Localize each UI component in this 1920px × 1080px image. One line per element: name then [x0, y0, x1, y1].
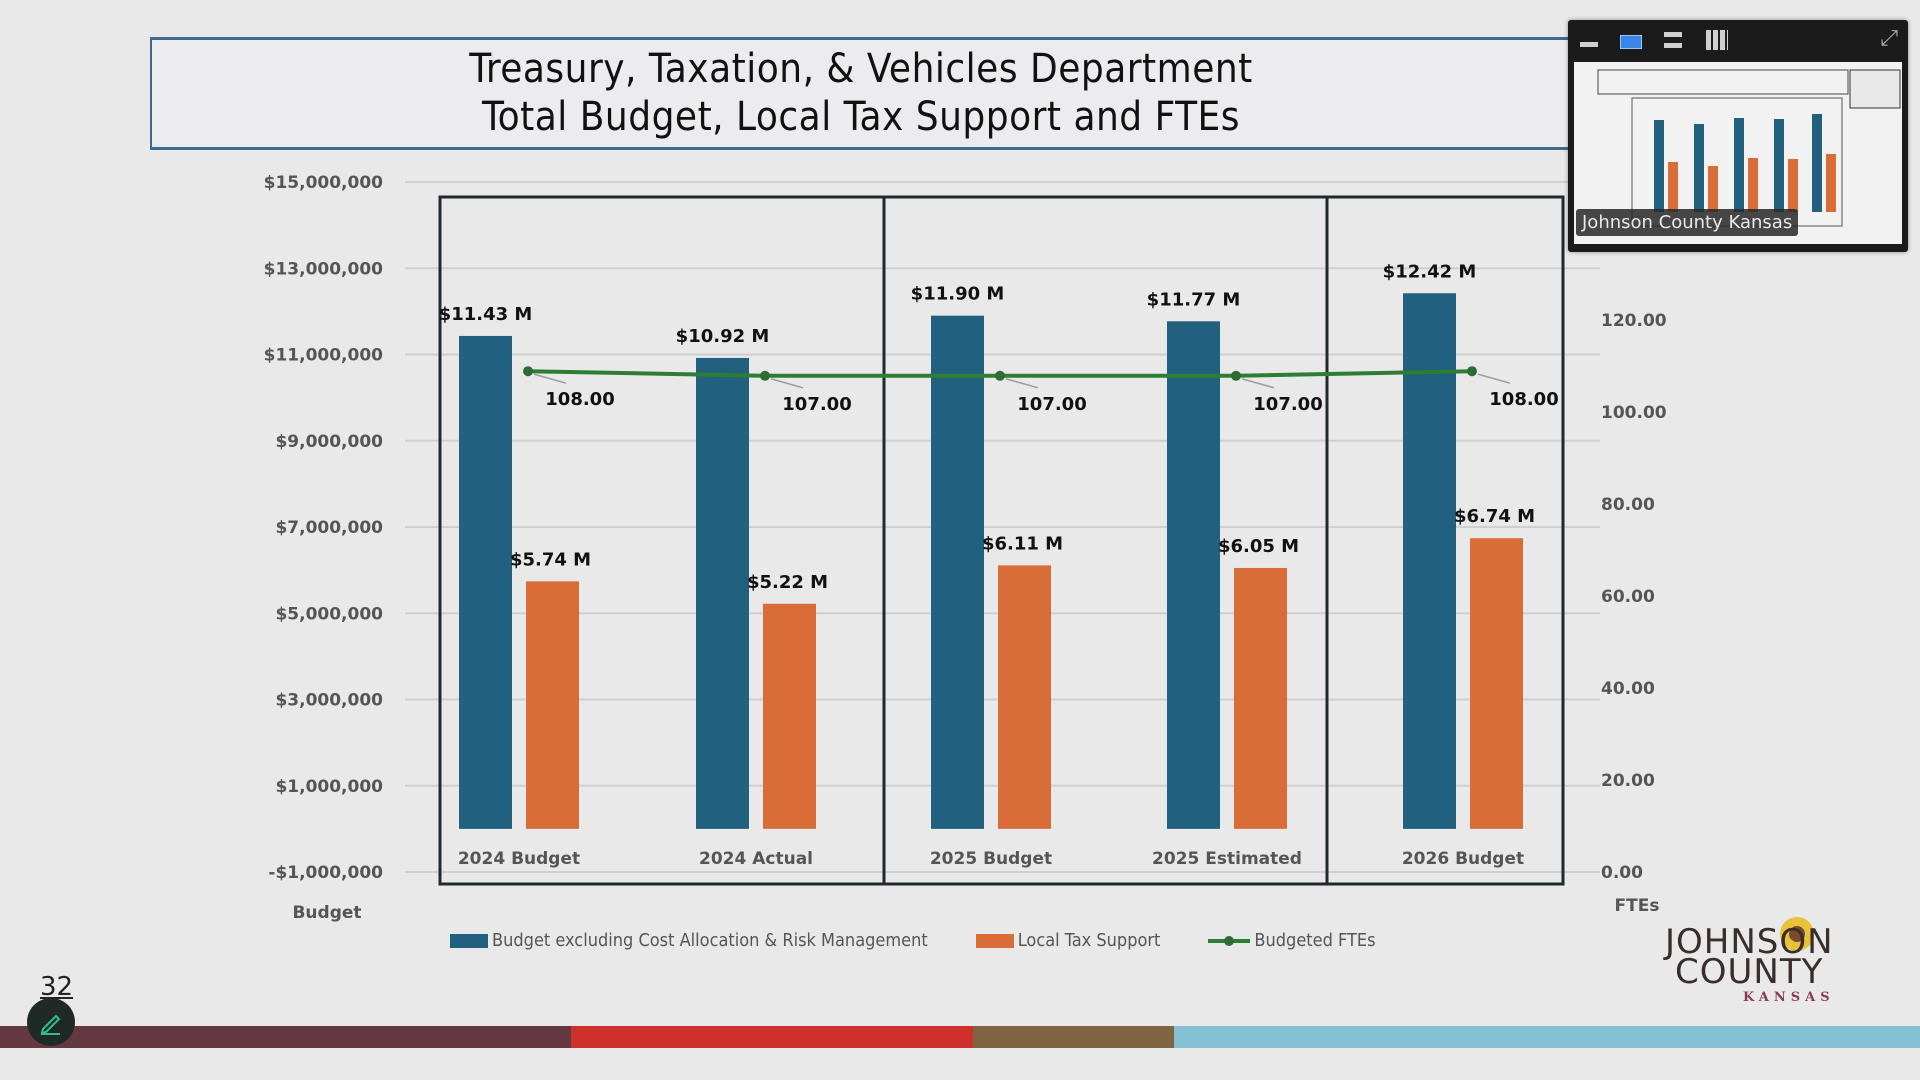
legend-swatch-tax	[975, 933, 1014, 948]
data-label-local-tax: $6.74 M	[1454, 506, 1535, 527]
fte-point	[523, 366, 533, 377]
data-label-budget: $12.42 M	[1383, 261, 1477, 282]
category-label: 2026 Budget	[1402, 849, 1524, 869]
video-thumbnail-window[interactable]: ⤢ Johnson County Kansas	[1568, 20, 1908, 252]
legend-label-tax: Local Tax Support	[1017, 930, 1161, 951]
legend-item-tax: Local Tax Support	[975, 930, 1161, 951]
data-label-budget: $10.92 M	[676, 326, 770, 347]
thumbnail-screen: Johnson County Kansas	[1574, 62, 1902, 244]
footer-strip-brown	[973, 1026, 1174, 1048]
slide-title-box: Treasury, Taxation, & Vehicles Departmen…	[150, 37, 1570, 150]
panel-frame	[1325, 195, 1565, 886]
labels: $15,000,000 $13,000,000 $11,000,000 $9,000,…	[264, 173, 1667, 923]
data-label-local-tax: $6.11 M	[982, 533, 1063, 554]
bar-budget	[931, 315, 984, 829]
bar-budget	[1167, 321, 1220, 829]
left-axis-tick-label: $11,000,000	[264, 346, 384, 366]
fte-point	[1231, 370, 1241, 381]
data-label-local-tax: $5.22 M	[747, 572, 828, 593]
bar-budget	[1403, 293, 1456, 829]
footer-strip-red	[571, 1026, 973, 1048]
fte-point	[995, 370, 1005, 381]
slide-title-line1: Treasury, Taxation, & Vehicles Departmen…	[469, 46, 1253, 92]
fte-leader-line	[1005, 378, 1039, 389]
grid-view-icon[interactable]	[1706, 30, 1728, 50]
data-label-fte: 107.00	[782, 394, 851, 415]
thumbnail-toolbar: ⤢	[1568, 20, 1908, 60]
legend-item-budget: Budget excluding Cost Allocation & Risk …	[450, 930, 928, 951]
bar-local-tax	[1234, 567, 1287, 829]
bar-local-tax	[763, 603, 816, 829]
data-label-local-tax: $5.74 M	[510, 549, 591, 570]
bar-budget	[696, 357, 749, 829]
sunflower-icon	[1780, 917, 1814, 951]
bar-local-tax	[1470, 538, 1523, 829]
slide-page-number: 32	[40, 972, 74, 1002]
thumbnail-preview	[1597, 69, 1901, 227]
right-axis-tick-label: 0.00	[1601, 863, 1643, 883]
panel-frames	[438, 195, 1565, 886]
data-label-fte: 108.00	[545, 389, 614, 410]
pen-icon	[40, 1014, 61, 1035]
bars	[459, 293, 1523, 829]
fte-leader-line	[533, 373, 567, 384]
data-label-fte: 108.00	[1489, 389, 1558, 410]
stacked-view-icon[interactable]	[1664, 32, 1682, 48]
left-axis-tick-label: $5,000,000	[275, 604, 383, 624]
slide-title-line2: Total Budget, Local Tax Support and FTEs	[481, 94, 1241, 140]
johnson-county-logo: JOHNSON COUNTY KANSAS	[1665, 917, 1835, 1005]
category-label: 2024 Actual	[699, 849, 813, 869]
category-label: 2024 Budget	[458, 849, 580, 869]
annotate-pen-button[interactable]	[27, 998, 75, 1046]
data-label-budget: $11.77 M	[1147, 289, 1241, 310]
legend-swatch-fte	[1208, 934, 1251, 948]
legend-item-fte: Budgeted FTEs	[1208, 930, 1376, 951]
right-axis-tick-label: 120.00	[1601, 311, 1667, 331]
left-axis-tick-label: $13,000,000	[264, 259, 384, 279]
data-label-budget: $11.90 M	[911, 284, 1005, 305]
left-axis-tick-label: $7,000,000	[275, 518, 383, 538]
right-axis-tick-label: 80.00	[1601, 495, 1655, 515]
logo-line2: COUNTY	[1675, 952, 1824, 992]
data-label-fte: 107.00	[1017, 394, 1086, 415]
single-view-icon[interactable]	[1620, 35, 1642, 49]
left-axis-tick-label: $3,000,000	[275, 691, 383, 711]
legend-label-fte: Budgeted FTEs	[1254, 930, 1376, 951]
right-axis-tick-label: 20.00	[1601, 771, 1655, 791]
fte-leader-line	[1477, 373, 1511, 384]
right-axis-tick-label: 100.00	[1601, 403, 1667, 423]
legend-label-budget: Budget excluding Cost Allocation & Risk …	[492, 930, 928, 951]
fte-leader-line	[1241, 378, 1275, 389]
right-axis-tick-label: 60.00	[1601, 587, 1655, 607]
fte-point	[1467, 366, 1477, 377]
bar-local-tax	[998, 565, 1051, 829]
logo-line1: JOHNSON	[1665, 922, 1834, 962]
thumbnail-caption: Johnson County Kansas	[1576, 209, 1799, 236]
data-label-budget: $11.43 M	[439, 304, 533, 325]
right-axis-tick-label: 40.00	[1601, 679, 1655, 699]
left-axis-title: Budget	[292, 903, 361, 923]
logo-line3: KANSAS	[1743, 990, 1835, 1005]
bar-budget	[459, 335, 512, 829]
right-axis-title: FTEs	[1615, 896, 1660, 916]
fte-leader-line	[770, 378, 804, 389]
footer-strip-blue	[1174, 1026, 1920, 1048]
left-axis-tick-label: $15,000,000	[264, 173, 384, 193]
expand-icon[interactable]: ⤢	[1880, 26, 1898, 51]
legend-swatch-budget	[450, 933, 488, 948]
data-label-local-tax: $6.05 M	[1218, 536, 1299, 557]
left-axis-tick-label: -$1,000,000	[268, 863, 383, 883]
bar-local-tax	[526, 581, 579, 829]
minimize-icon[interactable]	[1580, 42, 1598, 47]
category-label: 2025 Estimated	[1152, 849, 1302, 869]
footer-strip-maroon	[0, 1026, 571, 1048]
fte-line	[523, 366, 1511, 389]
data-label-fte: 107.00	[1253, 394, 1322, 415]
category-label: 2025 Budget	[930, 849, 1052, 869]
left-axis-tick-label: $1,000,000	[275, 777, 383, 797]
left-axis-tick-label: $9,000,000	[275, 432, 383, 452]
chart-legend: Budget excluding Cost Allocation & Risk …	[450, 930, 1424, 951]
fte-point	[760, 370, 770, 381]
